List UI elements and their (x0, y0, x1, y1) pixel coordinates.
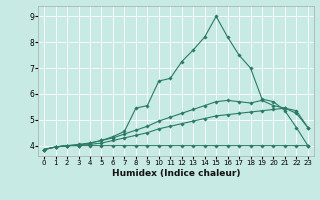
X-axis label: Humidex (Indice chaleur): Humidex (Indice chaleur) (112, 169, 240, 178)
